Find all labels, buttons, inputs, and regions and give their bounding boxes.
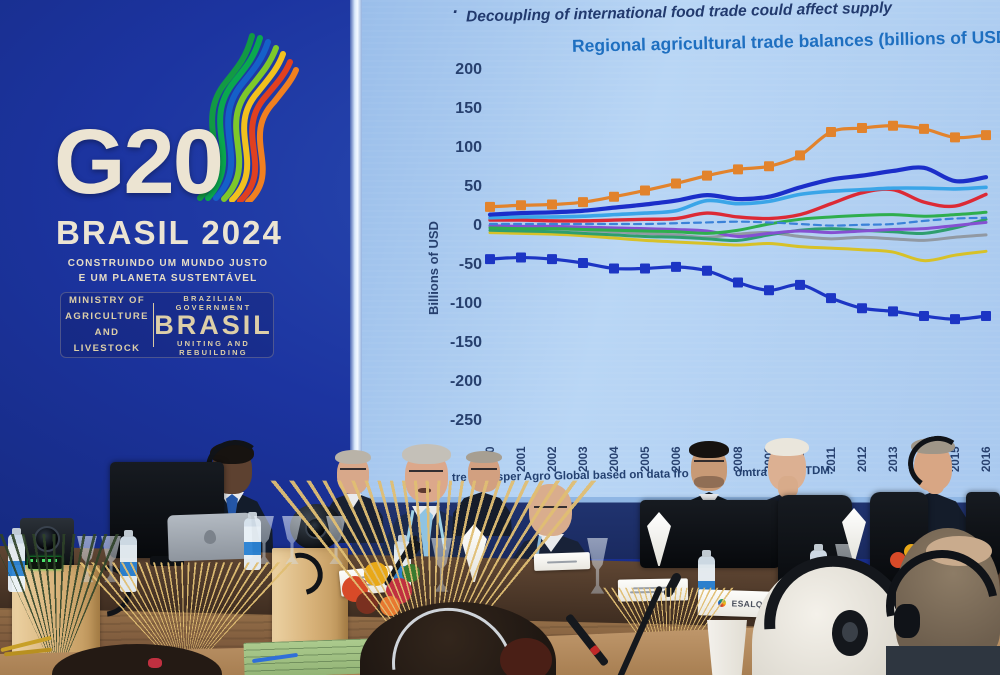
svg-text:2015: 2015 xyxy=(950,446,962,472)
monitor-stand xyxy=(150,556,184,566)
svg-text:2008: 2008 xyxy=(733,446,745,472)
svg-text:2005: 2005 xyxy=(640,446,652,472)
svg-text:-100: -100 xyxy=(450,295,482,312)
svg-text:-200: -200 xyxy=(450,373,482,390)
headset-attendee xyxy=(864,528,1000,675)
audience-head xyxy=(360,583,556,675)
ministry-badge: MINISTRY OF AGRICULTURE AND LIVESTOCK BR… xyxy=(60,292,274,358)
nameplate xyxy=(533,552,591,571)
svg-text:0: 0 xyxy=(473,217,482,234)
svg-text:2006: 2006 xyxy=(671,446,683,472)
screen-texture xyxy=(362,0,1000,497)
ministry-divider xyxy=(153,303,154,347)
svg-text:-250: -250 xyxy=(450,412,482,429)
svg-text:2012: 2012 xyxy=(857,446,869,472)
svg-text:50: 50 xyxy=(464,178,482,195)
trade-balance-chart: 200 150 100 50 0 -50 -100 -150 -200 -250 Billions … xyxy=(426,61,993,472)
brazilian-government-label: BRAZILIAN GOVERNMENT xyxy=(175,293,252,312)
logo-tagline-2: E UM PLANETA SUSTENTÁVEL xyxy=(78,273,258,284)
svg-text:2004: 2004 xyxy=(609,446,621,472)
svg-text:2002: 2002 xyxy=(547,446,559,472)
svg-text:2001: 2001 xyxy=(516,446,528,472)
screen-left-bezel xyxy=(350,0,362,500)
ministry-line: AGRICULTURE xyxy=(65,310,149,322)
svg-text:150: 150 xyxy=(455,100,482,117)
svg-text:2013: 2013 xyxy=(888,446,900,472)
apple-logo-icon xyxy=(203,529,217,545)
svg-text:-50: -50 xyxy=(459,256,482,273)
logo-subtitle: BRASIL 2024 xyxy=(56,214,283,251)
audience-head xyxy=(52,644,222,675)
svg-text:2016: 2016 xyxy=(981,446,993,472)
svg-text:2011: 2011 xyxy=(826,446,838,472)
svg-text:-150: -150 xyxy=(450,334,482,351)
logo-tagline-1: CONSTRUINDO UM MUNDO JUSTO xyxy=(67,258,269,269)
ministry-line: MINISTRY OF xyxy=(68,294,146,306)
logo-title: G20 xyxy=(54,111,224,213)
g20-ribbon-icon xyxy=(197,33,299,202)
brasil-wordmark: BRASIL xyxy=(154,309,273,340)
paper-cup xyxy=(707,620,747,675)
ministry-line: AND LIVESTOCK xyxy=(73,327,141,355)
svg-text:2003: 2003 xyxy=(578,446,590,472)
ministry-left-text: MINISTRY OF AGRICULTURE AND LIVESTOCK xyxy=(61,293,153,358)
ministry-right-text: BRAZILIAN GOVERNMENT BRASIL UNITING AND … xyxy=(154,294,273,357)
projection-screen xyxy=(362,0,1000,497)
uniting-rebuilding-label: UNITING AND REBUILDING xyxy=(176,338,251,357)
svg-text:Billions of USD: Billions of USD xyxy=(426,221,441,315)
water-bottle xyxy=(244,512,261,570)
g20-logo: G20 BRASIL 2024 CONSTRUINDO UM MUNDO JUS… xyxy=(48,30,308,284)
bullet-icon: · xyxy=(452,2,458,22)
laptop-back xyxy=(167,512,253,562)
svg-text:200: 200 xyxy=(455,61,482,78)
headscarf-attendee xyxy=(734,525,942,675)
svg-text:100: 100 xyxy=(455,139,482,156)
